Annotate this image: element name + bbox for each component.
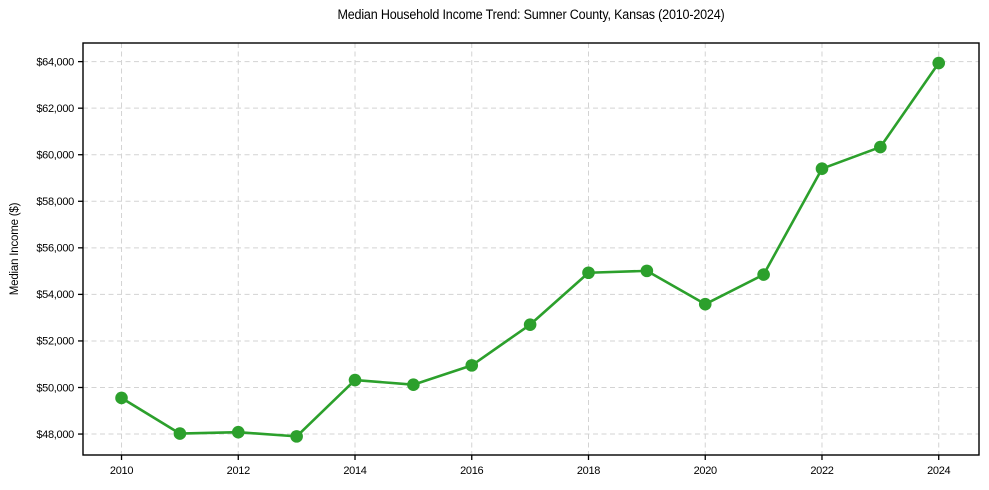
- data-point-2016: [465, 359, 479, 372]
- data-point-2022: [815, 162, 829, 175]
- data-point-2023: [874, 140, 887, 154]
- data-point-2020: [698, 297, 712, 311]
- x-tick-label: 2016: [460, 465, 483, 477]
- plot-frame: [82, 42, 980, 456]
- grid-layer: [83, 43, 979, 455]
- axis-layer: $48,000 $50,000 $52,000 $54,000 $56,000 $58,0…: [36, 42, 980, 477]
- x-tick-label: 2014: [343, 465, 366, 477]
- data-point-2021: [757, 268, 770, 281]
- y-tick-label: $60,000: [36, 150, 74, 162]
- x-tick-label: 2010: [110, 465, 133, 477]
- data-point-2012: [231, 425, 245, 439]
- data-point-2019: [640, 264, 654, 278]
- x-tick-label: 2012: [227, 465, 250, 477]
- x-tick-label: 2024: [927, 465, 950, 477]
- x-tick-label: 2022: [810, 465, 833, 477]
- data-point-2013: [290, 430, 303, 443]
- data-point-2017: [523, 318, 537, 331]
- y-tick-label: $62,000: [36, 103, 74, 115]
- x-tick-label: 2020: [694, 465, 717, 477]
- y-tick-label: $58,000: [36, 196, 74, 208]
- y-tick-label: $64,000: [36, 56, 74, 68]
- income-trend-line: [120, 61, 941, 438]
- y-tick-label: $54,000: [36, 289, 74, 301]
- series-layer: [115, 56, 946, 443]
- data-point-2014: [348, 373, 362, 387]
- data-point-2024: [932, 56, 946, 70]
- data-point-2011: [173, 427, 187, 440]
- data-point-2015: [407, 378, 420, 392]
- y-tick-label: $48,000: [36, 429, 74, 441]
- data-point-2018: [582, 266, 595, 280]
- x-tick-label: 2018: [577, 465, 600, 477]
- y-tick-label: $50,000: [36, 382, 74, 394]
- chart-title: Median Household Income Trend: Sumner Co…: [337, 7, 725, 22]
- data-point-2010: [115, 391, 128, 405]
- y-tick-label: $56,000: [36, 243, 74, 255]
- y-tick-label: $52,000: [36, 336, 74, 348]
